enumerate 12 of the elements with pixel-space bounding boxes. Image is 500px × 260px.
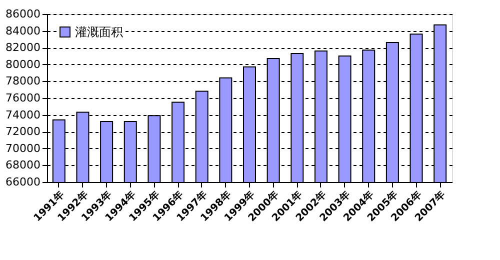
y-tick-label: 72000 — [6, 125, 40, 138]
y-tick-label: 76000 — [6, 92, 40, 104]
y-tick-label: 78000 — [6, 74, 40, 88]
y-tick-label: 80000 — [6, 58, 40, 71]
y-tick-label: 82000 — [6, 41, 40, 54]
y-tick-label: 84000 — [6, 24, 40, 38]
y-tick-label: 70000 — [6, 142, 40, 155]
y-tick-label: 86000 — [6, 8, 40, 20]
y-tick-label: 68000 — [6, 158, 40, 172]
y-tick-label: 74000 — [6, 108, 40, 122]
y-tick-label: 66000 — [6, 176, 40, 188]
legend-label: 灌溉面积 — [75, 25, 123, 39]
